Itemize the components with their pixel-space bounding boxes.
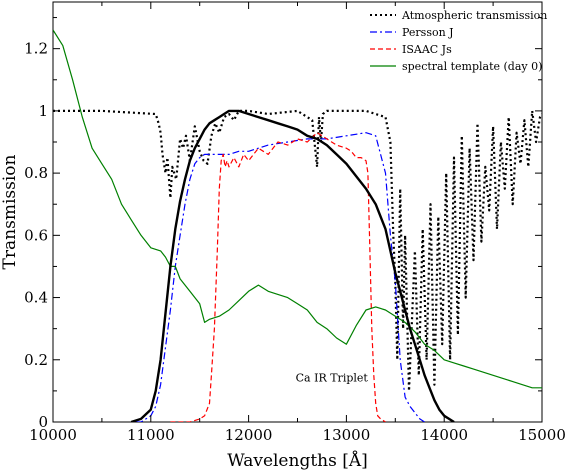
plot-area xyxy=(52,1,543,423)
legend-label: Atmospheric transmission xyxy=(401,9,547,22)
x-axis-label: Wavelengths [Å] xyxy=(227,450,368,471)
x-tick-label: 14000 xyxy=(420,426,468,444)
annotations: Ca IR Triplet xyxy=(296,372,369,385)
y-tick-label: 0.6 xyxy=(24,226,48,244)
y-tick-label: 0.4 xyxy=(24,289,48,307)
series-layer xyxy=(53,29,542,422)
annotation-label: Ca IR Triplet xyxy=(296,372,369,385)
series-line-black-curve xyxy=(130,109,455,422)
legend-label: Persson J xyxy=(402,26,454,39)
x-tick-label: 15000 xyxy=(518,426,566,444)
y-tick-label: 1 xyxy=(38,102,48,120)
legend-label: spectral template (day 0) xyxy=(402,60,542,73)
x-tick-label: 11000 xyxy=(127,426,175,444)
x-tick-label: 12000 xyxy=(225,426,273,444)
x-tick-label: 13000 xyxy=(323,426,371,444)
y-axis-label: Transmission xyxy=(0,155,20,270)
axis-layer: 10000 11000 12000 13000 14000 15000 0 0.2 0.4 0.6… xyxy=(24,2,566,444)
series-line-atmospheric-transmission xyxy=(53,109,542,392)
y-tick-label: 0.2 xyxy=(24,351,48,369)
series-line-isaac-js xyxy=(170,132,386,422)
legend: Atmospheric transmission Persson J ISAAC J… xyxy=(370,9,547,73)
y-tick-label: 0 xyxy=(38,413,48,431)
y-tick-label: 1.2 xyxy=(24,40,48,58)
x-tick-label: 10000 xyxy=(29,426,77,444)
legend-label: ISAAC Js xyxy=(402,43,452,56)
series-line-spectral-template-day-0 xyxy=(53,29,542,389)
y-tick-label: 0.8 xyxy=(24,164,48,182)
